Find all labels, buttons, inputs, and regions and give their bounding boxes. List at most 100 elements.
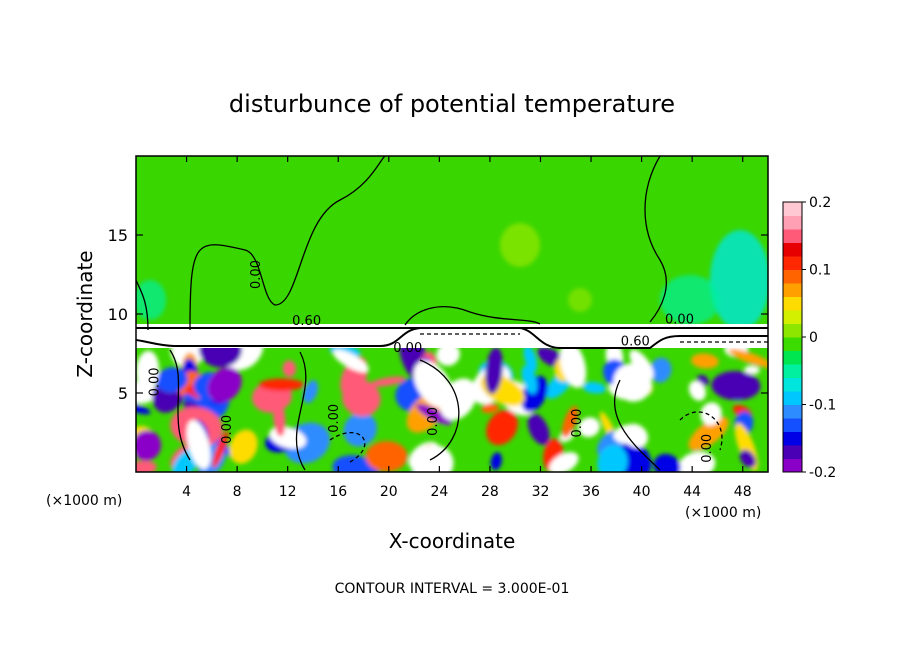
contour-line xyxy=(419,359,460,461)
contour-label: 0.00 xyxy=(570,409,585,438)
contour-label: 0.00 xyxy=(426,407,441,436)
contour-line xyxy=(329,431,366,463)
anomaly-patch xyxy=(413,360,453,408)
anomaly-patch xyxy=(523,348,538,373)
y-tick-label: 15 xyxy=(108,226,128,245)
contour-line xyxy=(189,156,386,331)
x-tick-label: 24 xyxy=(430,484,448,500)
colorbar-swatch xyxy=(783,364,802,378)
anomaly-patch xyxy=(436,348,460,366)
anomaly-patch xyxy=(207,367,242,403)
anomaly-patch xyxy=(691,353,719,369)
anomaly-patch xyxy=(332,349,369,373)
colorbar-swatch xyxy=(783,310,802,324)
anomaly-patch xyxy=(629,349,654,380)
anomaly-patch xyxy=(549,452,579,472)
cool-anomaly-region xyxy=(710,230,768,330)
x-tick-label: 28 xyxy=(481,484,499,500)
x-tick-label: 48 xyxy=(734,484,752,500)
x-unit-label-left: (×1000 m) xyxy=(46,493,122,509)
colorbar-tick-label: 0.2 xyxy=(809,195,831,211)
anomaly-patch xyxy=(273,399,286,437)
colorbar-swatch xyxy=(783,431,802,446)
colorbar-tick-label: -0.2 xyxy=(809,465,836,481)
anomaly-patch xyxy=(282,360,296,377)
contour-label: 0.00 xyxy=(249,260,264,289)
x-tick-label: 8 xyxy=(233,484,242,500)
contour-line xyxy=(169,349,191,461)
anomaly-patch xyxy=(136,430,162,461)
x-axis-ticks: 4 8 12 16 20 24 28 32 36 40 44 48 xyxy=(182,156,752,500)
anomaly-patch xyxy=(521,365,538,394)
colorbar-swatch xyxy=(783,391,802,405)
contour-label: 0.00 xyxy=(700,434,715,463)
colorbar-swatch xyxy=(783,350,802,365)
anomaly-patch xyxy=(490,452,502,471)
contour-line xyxy=(613,379,661,471)
warm-anomaly-region xyxy=(568,288,592,312)
anomaly-patch xyxy=(700,402,722,426)
anomaly-patch xyxy=(728,349,768,368)
contour-line xyxy=(644,156,667,323)
anomaly-patch xyxy=(342,379,381,417)
x-tick-label: 20 xyxy=(380,484,398,500)
contour-label: 0.00 xyxy=(665,312,694,327)
anomaly-patch xyxy=(653,453,681,472)
x-tick-label: 44 xyxy=(683,484,701,500)
colorbar-swatch xyxy=(783,458,802,473)
contour-line xyxy=(404,306,541,326)
cool-anomaly-region xyxy=(136,280,166,320)
x-tick-label: 36 xyxy=(582,484,600,500)
colorbar-swatch xyxy=(783,323,802,338)
contour-line xyxy=(136,327,768,349)
contour-line xyxy=(679,411,723,451)
contour-label: 0.00 xyxy=(220,415,235,444)
anomaly-patch xyxy=(416,403,452,425)
anomaly-patch xyxy=(485,348,503,395)
colorbar-swatch xyxy=(783,229,802,243)
anomaly-patch xyxy=(559,348,587,388)
y-tick-label: 10 xyxy=(108,305,128,324)
colorbar-tick-label: 0 xyxy=(809,330,818,346)
colorbar-tick-label: -0.1 xyxy=(809,398,836,414)
x-tick-label: 40 xyxy=(633,484,651,500)
x-tick-label: 4 xyxy=(182,484,191,500)
x-tick-label: 32 xyxy=(532,484,550,500)
anomaly-patch xyxy=(156,367,188,393)
warm-anomaly-region xyxy=(500,223,540,267)
anomaly-patch xyxy=(136,460,157,472)
colorbar-swatch xyxy=(783,445,802,459)
x-unit-label-right: (×1000 m) xyxy=(685,505,761,521)
x-tick-label: 16 xyxy=(329,484,347,500)
anomaly-patch xyxy=(527,413,550,445)
turbulent-anomaly-regions xyxy=(136,348,768,472)
colorbar-swatch xyxy=(783,404,802,419)
x-axis-label: X-coordinate xyxy=(389,529,516,553)
anomaly-patch xyxy=(582,381,606,394)
anomaly-patch xyxy=(332,455,378,472)
anomaly-patch xyxy=(649,357,672,383)
colorbar-swatch xyxy=(783,269,802,284)
anomaly-patch xyxy=(688,380,706,401)
anomaly-patch xyxy=(259,378,304,391)
anomaly-patch xyxy=(677,451,716,472)
y-axis-ticks: 5 10 15 xyxy=(108,226,768,403)
chart-title: disturbunce of potential temperature xyxy=(229,90,675,118)
anomaly-patch xyxy=(186,419,211,470)
contour-label: 0.00 xyxy=(393,341,422,356)
anomaly-patch xyxy=(561,406,578,438)
colorbar-swatch xyxy=(783,215,802,230)
colorbar: 0.2 0.1 0 -0.1 -0.2 xyxy=(782,195,836,481)
anomaly-patch xyxy=(229,429,258,464)
anomaly-patch xyxy=(369,376,406,387)
colorbar-swatch xyxy=(783,377,802,392)
anomaly-patch xyxy=(711,370,761,401)
anomaly-patch xyxy=(578,417,600,438)
colorbar-swatch xyxy=(783,202,802,216)
y-axis-label: Z-coordinate xyxy=(73,250,97,377)
contour-interval-note: CONTOUR INTERVAL = 3.000E-01 xyxy=(335,581,570,597)
anomaly-patch xyxy=(199,348,242,368)
anomaly-patch xyxy=(365,441,408,472)
contour-label: 0.00 xyxy=(148,367,163,396)
